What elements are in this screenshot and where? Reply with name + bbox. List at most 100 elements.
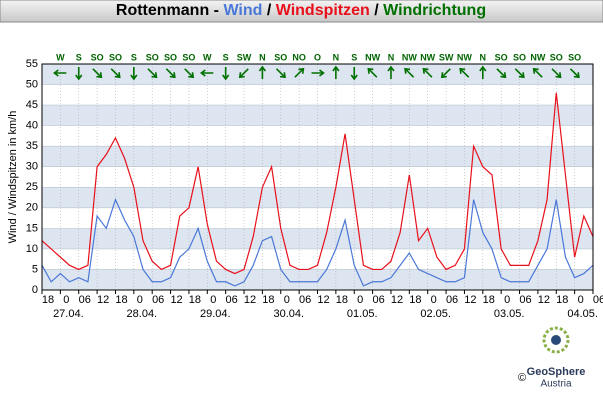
y-tick-label: 20 (26, 202, 38, 214)
x-tick-label: 18 (262, 294, 274, 306)
legend-direction: Windrichtung (383, 2, 486, 19)
direction-arrow (294, 67, 305, 78)
x-tick-label: 18 (409, 294, 421, 306)
x-tick-label: 18 (189, 294, 201, 306)
direction-label: O (314, 52, 321, 62)
title-sep: / (370, 2, 383, 19)
x-tick-label: 06 (152, 294, 164, 306)
direction-label: SO (550, 52, 563, 62)
x-tick-label: 0 (357, 294, 363, 306)
x-tick-label: 0 (578, 294, 584, 306)
direction-arrow (147, 68, 158, 79)
direction-arrow (110, 68, 121, 79)
x-tick-label: 06 (446, 294, 458, 306)
y-tick-label: 0 (32, 284, 38, 296)
plot-border (41, 63, 594, 291)
chart-title: Rottenmann - Wind / Windspitzen / Windri… (116, 2, 486, 19)
date-label: 29.04. (200, 308, 231, 320)
direction-label: SO (568, 52, 581, 62)
direction-arrow (387, 65, 395, 79)
x-tick-label: 06 (593, 294, 603, 306)
x-tick-label: 06 (519, 294, 531, 306)
band (42, 146, 593, 167)
date-label: 30.04. (273, 308, 304, 320)
x-tick-label: 18 (115, 294, 127, 306)
direction-arrow (569, 68, 580, 79)
direction-arrow (130, 67, 138, 81)
band (42, 125, 593, 147)
direction-label: SO (146, 52, 159, 62)
x-tick-label: 12 (538, 294, 550, 306)
y-tick-label: 35 (26, 140, 38, 152)
x-tick-label: 06 (226, 294, 238, 306)
x-tick-label: 06 (79, 294, 91, 306)
x-tick-label: 0 (431, 294, 437, 306)
direction-arrow (53, 69, 67, 77)
direction-label: SW (237, 52, 252, 62)
direction-label: W (203, 52, 212, 62)
logo-sub: Austria (540, 379, 572, 390)
y-axis-label: Wind / Windspitzen in km/h (7, 111, 19, 244)
x-tick-label: 18 (42, 294, 54, 306)
x-tick-label: 0 (504, 294, 510, 306)
series-line (41, 92, 594, 275)
direction-arrow (367, 67, 378, 78)
direction-label: N (333, 52, 340, 62)
direction-label: SO (164, 52, 177, 62)
direction-label: SO (495, 52, 508, 62)
x-tick-label: 12 (97, 294, 109, 306)
direction-label: S (351, 52, 357, 62)
y-tick-label: 30 (26, 161, 38, 173)
legend-gust: Windspitzen (276, 2, 370, 19)
band (42, 166, 593, 188)
y-tick-label: 45 (26, 99, 38, 111)
x-tick-label: 0 (284, 294, 290, 306)
y-tick-label: 55 (26, 58, 38, 70)
direction-arrow (422, 67, 433, 78)
y-tick-label: 25 (26, 181, 38, 193)
direction-arrow (332, 65, 340, 79)
direction-arrow (440, 68, 451, 79)
logo-mark (551, 335, 561, 345)
y-tick-label: 10 (26, 243, 38, 255)
y-tick-label: 40 (26, 120, 38, 132)
legend-wind: Wind (223, 2, 262, 19)
x-tick-label: 0 (63, 294, 69, 306)
title-bar (0, 0, 603, 23)
direction-label: SO (182, 52, 195, 62)
x-tick-label: 18 (483, 294, 495, 306)
x-tick-label: 12 (317, 294, 329, 306)
direction-arrow (165, 68, 176, 79)
band (42, 269, 593, 290)
direction-label: S (223, 52, 229, 62)
direction-arrow (404, 67, 415, 78)
direction-arrow (258, 65, 267, 79)
direction-arrow (275, 68, 286, 79)
x-tick-label: 12 (244, 294, 256, 306)
direction-arrow (75, 67, 83, 81)
direction-label: NW (420, 52, 435, 62)
direction-label: NW (457, 52, 472, 62)
direction-label: NW (402, 52, 417, 62)
logo-name: GeoSphere (527, 366, 586, 378)
direction-arrow (551, 68, 562, 79)
direction-label: N (259, 52, 266, 62)
date-label: 02.05. (420, 308, 451, 320)
logo: GeoSphere Austria © (518, 326, 586, 390)
direction-arrow (311, 69, 325, 77)
direction-label: S (76, 52, 82, 62)
direction-label: S (131, 52, 137, 62)
copyright: © (518, 372, 526, 384)
direction-arrow (199, 69, 214, 77)
direction-label: NW (365, 52, 380, 62)
direction-arrow (350, 67, 358, 81)
x-tick-label: 12 (170, 294, 182, 306)
direction-arrow (479, 65, 487, 79)
direction-arrow (532, 67, 543, 78)
x-tick-label: 0 (210, 294, 216, 306)
band (42, 187, 593, 208)
date-label: 28.04. (127, 308, 158, 320)
title-sep: / (262, 2, 275, 19)
x-tick-label: 18 (556, 294, 568, 306)
